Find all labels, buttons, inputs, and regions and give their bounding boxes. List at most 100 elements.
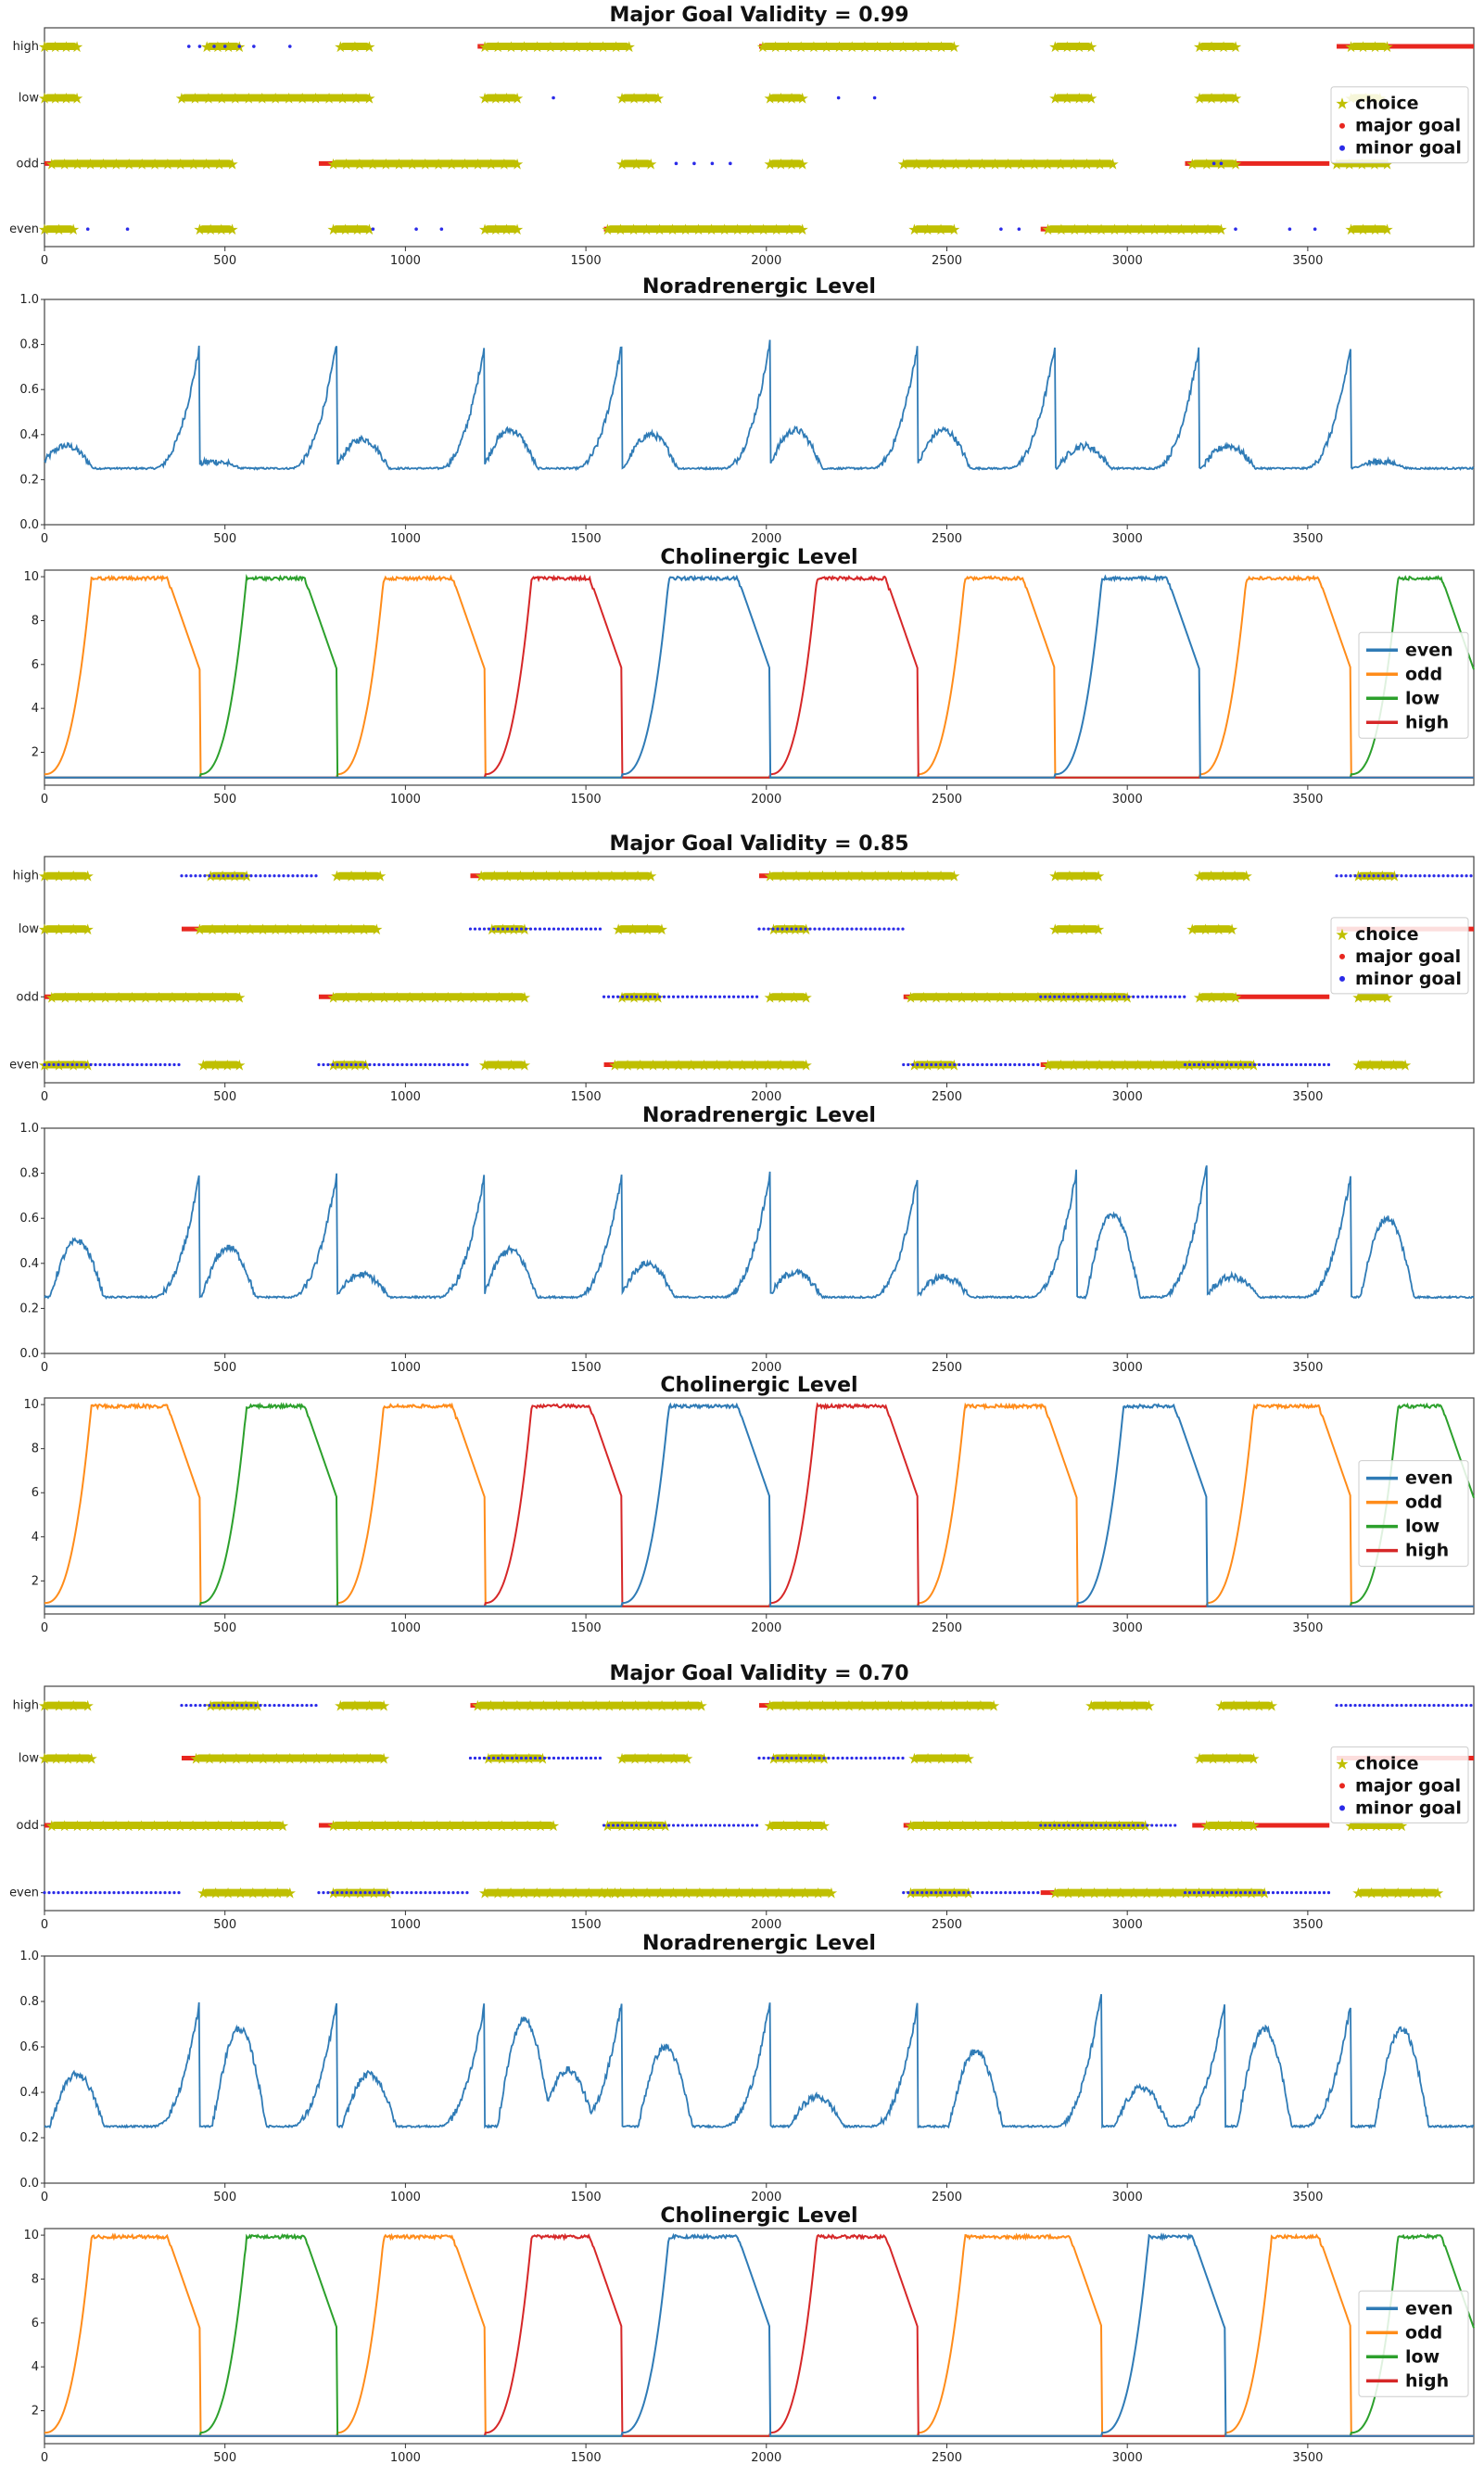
minor-goal-point <box>268 874 272 878</box>
minor-goal-point <box>505 927 510 931</box>
choice-band <box>1091 1701 1149 1709</box>
choice-star-marker: ★ <box>1099 1697 1112 1715</box>
choice-star-marker: ★ <box>45 1817 58 1835</box>
minor-goal-point <box>831 927 835 931</box>
minor-goal-point <box>1339 874 1343 878</box>
minor-goal-point <box>94 1891 97 1895</box>
plot-frame <box>44 27 1475 248</box>
choice-star-marker: ★ <box>534 1817 547 1835</box>
minor-goal-point <box>345 1062 349 1067</box>
minor-goal-point <box>510 927 514 931</box>
y-tick-label: high <box>13 1699 39 1713</box>
minor-goal-point <box>1219 161 1224 166</box>
minor-goal-point <box>197 44 202 48</box>
choice-star-marker: ★ <box>640 90 653 108</box>
legend-entry-even: even <box>1366 640 1453 660</box>
dot-marker-icon <box>1339 1805 1345 1811</box>
choice-star-marker: ★ <box>186 1817 199 1835</box>
minor-goal-point <box>1317 1891 1322 1895</box>
minor-goal-point <box>326 1062 330 1067</box>
choice-star-marker: ★ <box>1131 1056 1144 1073</box>
minor-goal-point <box>47 1891 51 1895</box>
minor-goal-point <box>570 1756 575 1760</box>
choice-star-marker: ★ <box>270 1749 283 1767</box>
minor-goal-point <box>1390 1703 1394 1708</box>
minor-goal-point <box>892 1756 895 1760</box>
minor-goal-point <box>43 1062 46 1067</box>
choice-star-marker: ★ <box>139 988 152 1006</box>
minor-goal-point <box>1437 1703 1440 1708</box>
minor-goal-point <box>1058 995 1061 998</box>
minor-goal-point <box>1395 1703 1399 1708</box>
choice-star-marker: ★ <box>1229 38 1242 56</box>
minor-goal-point <box>263 1703 267 1708</box>
choice-star-marker: ★ <box>996 1817 1008 1835</box>
minor-goal-point <box>561 927 565 931</box>
choice-star-marker: ★ <box>787 1056 800 1073</box>
minor-goal-point <box>405 1891 409 1895</box>
choice-star-marker: ★ <box>1084 1697 1097 1715</box>
legend-entry-low: low <box>1366 688 1440 708</box>
minor-goal-point <box>690 995 694 998</box>
minor-goal-point <box>727 1823 731 1827</box>
minor-goal-point <box>845 927 849 931</box>
choice-band <box>1358 871 1395 880</box>
minor-goal-point <box>387 1891 390 1895</box>
choice-star-marker: ★ <box>1080 155 1093 172</box>
minor-goal-point <box>1465 1703 1468 1708</box>
minor-goal-point <box>1201 1062 1206 1067</box>
minor-goal-point <box>1085 1823 1089 1827</box>
choice-star-marker: ★ <box>1084 90 1097 108</box>
choice-band <box>51 159 233 168</box>
minor-goal-point <box>598 1756 602 1760</box>
y-tick-label: 0.6 <box>19 2040 39 2054</box>
choice-star-marker: ★ <box>271 1885 284 1902</box>
choice-star-marker: ★ <box>882 1697 894 1715</box>
choice-star-marker: ★ <box>719 1885 732 1902</box>
choice-star-marker: ★ <box>691 221 704 238</box>
cholinergic-line-odd <box>44 1402 1474 1607</box>
minor-goal-point <box>1173 1823 1177 1827</box>
minor-goal-point <box>676 995 680 998</box>
minor-goal-point <box>1146 995 1149 998</box>
minor-goal-point <box>465 1891 469 1895</box>
choice-star-marker: ★ <box>498 155 511 172</box>
y-tick-label: 10 <box>23 2229 39 2242</box>
legend-entry-odd: odd <box>1366 2322 1442 2343</box>
choice-star-marker: ★ <box>1019 988 1032 1006</box>
x-tick-label: 0 <box>41 793 48 807</box>
choice-band <box>622 1754 688 1762</box>
choice-band <box>340 43 370 51</box>
choice-star-marker: ★ <box>38 221 51 238</box>
choice-cluster: ★ ★ ★ ★ ★ ★ ★ ★ ★ ★ ★ ★ ★ ★ ★ <box>45 155 239 172</box>
choice-band <box>485 94 518 102</box>
x-tick-label: 2500 <box>932 1090 962 1104</box>
choice-band <box>44 1754 92 1762</box>
minor-goal-point <box>1104 1823 1108 1827</box>
choice-star-marker: ★ <box>1234 1749 1247 1767</box>
choice-band <box>762 43 955 51</box>
minor-goal-point <box>461 1062 464 1067</box>
choice-cluster: ★★★★★★★★★★★★★★★★★★★ <box>45 1817 290 1835</box>
cholinergic-line-even <box>44 574 1474 779</box>
minor-goal-point <box>750 995 755 998</box>
series-major-goal <box>44 1703 1474 1896</box>
minor-goal-point <box>776 1756 780 1760</box>
minor-goal-point <box>317 1062 321 1067</box>
minor-goal-point <box>620 995 625 998</box>
x-tick-label: 500 <box>213 2191 236 2204</box>
choice-star-marker: ★ <box>710 1056 723 1073</box>
choice-star-marker: ★ <box>173 1817 186 1835</box>
choice-star-marker: ★ <box>326 155 339 172</box>
minor-goal-point <box>643 995 648 998</box>
choice-star-marker: ★ <box>504 1056 517 1073</box>
choice-band <box>769 1822 825 1830</box>
choice-star-marker: ★ <box>628 90 641 108</box>
choice-star-marker: ★ <box>1114 1885 1127 1902</box>
choice-band <box>1351 225 1388 234</box>
minor-goal-point <box>1400 874 1403 878</box>
minor-goal-point <box>451 1891 455 1895</box>
minor-goal-point <box>1353 1703 1357 1708</box>
minor-goal-point <box>745 995 750 998</box>
choice-star-marker: ★ <box>1227 1697 1240 1715</box>
